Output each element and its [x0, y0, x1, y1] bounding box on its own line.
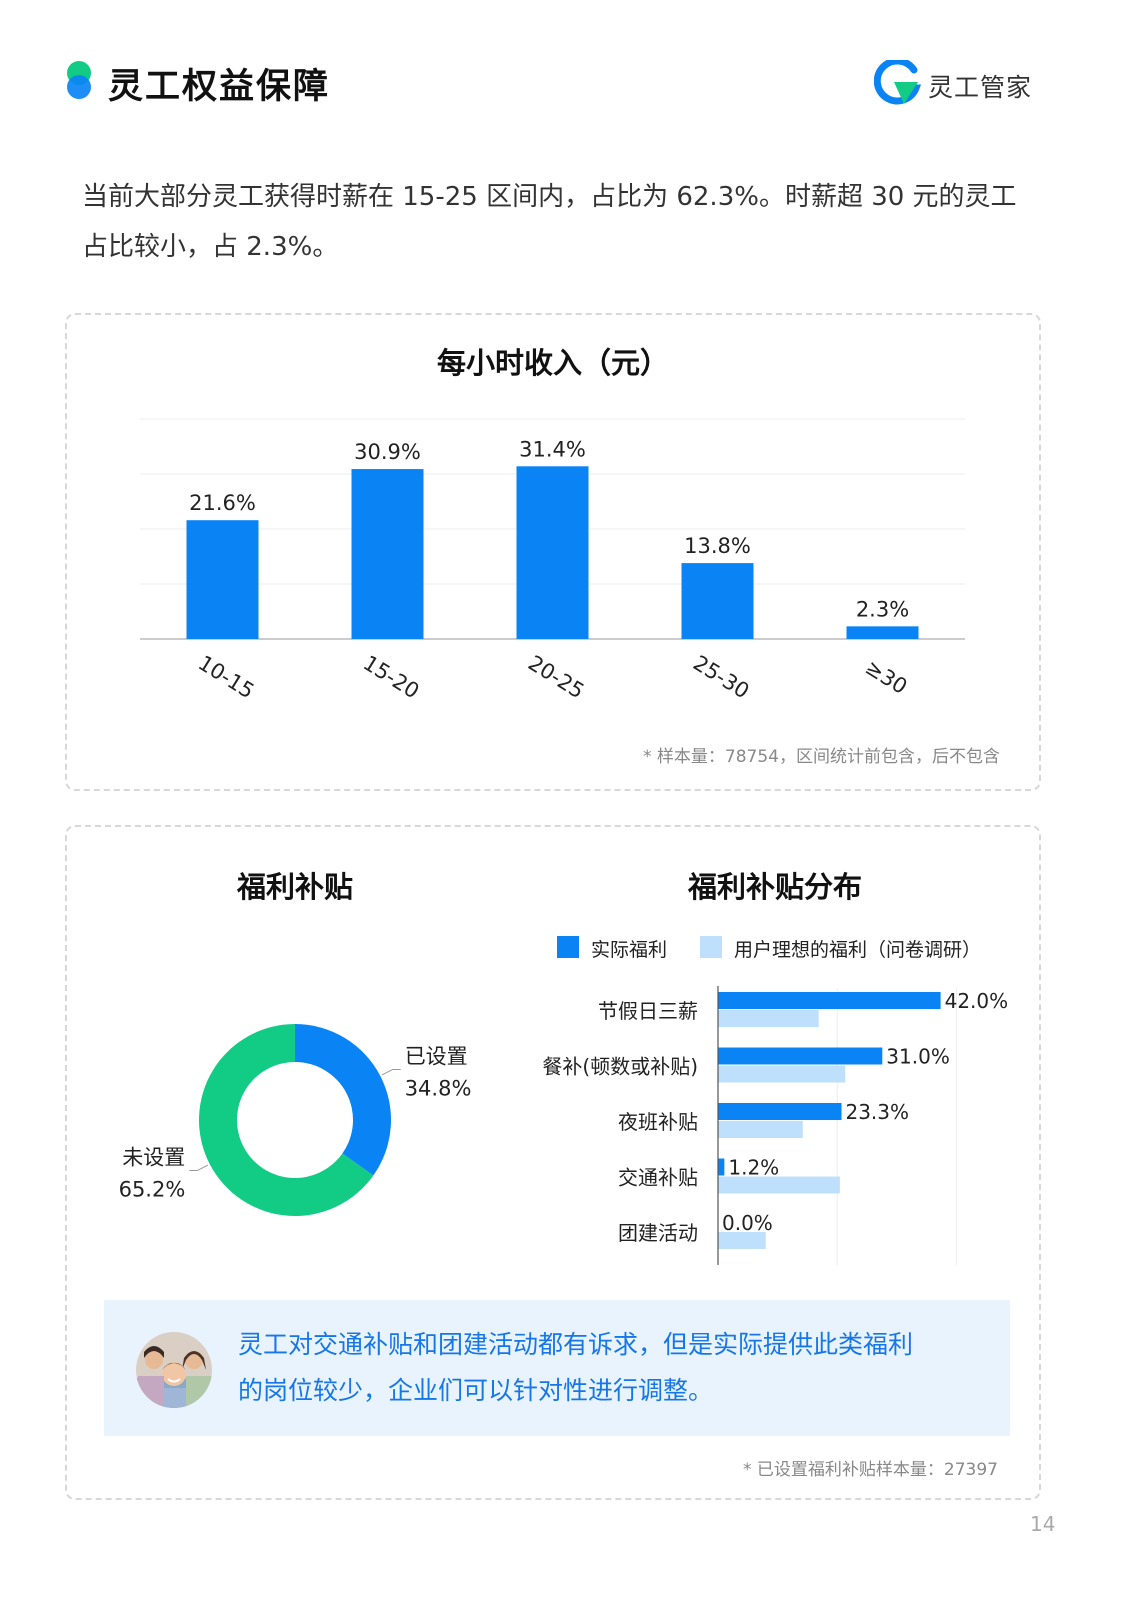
welfare-card	[65, 825, 1041, 1500]
actual-value-label: 42.0%	[945, 989, 1009, 1013]
x-tick-label: 15-20	[359, 651, 423, 704]
bar	[681, 563, 754, 639]
actual-value-label: 31.0%	[886, 1045, 950, 1069]
bar	[351, 469, 424, 639]
donut-slice	[295, 1024, 391, 1176]
x-tick-label: ≥30	[861, 655, 911, 699]
donut-slice-label: 已设置	[405, 1044, 468, 1068]
legend-swatch	[700, 936, 722, 958]
bar	[186, 520, 259, 639]
actual-value-label: 1.2%	[728, 1156, 779, 1180]
bar	[846, 626, 919, 639]
group-photo-avatar	[136, 1332, 212, 1408]
donut-slice-value: 34.8%	[405, 1076, 472, 1100]
welfare-donut-chart: 已设置 34.8% 未设置 65.2%	[119, 1024, 472, 1216]
actual-bar	[718, 992, 941, 1009]
callout-box	[104, 1300, 1010, 1436]
intro-paragraph: 当前大部分灵工获得时薪在 15-25 区间内，占比为 62.3%。时薪超 30 …	[82, 182, 1017, 262]
x-tick-label: 20-25	[524, 651, 588, 704]
category-label: 夜班补贴	[618, 1110, 698, 1134]
welfare-distribution-bar-chart: 实际福利 用户理想的福利（问卷调研） 42.0% 节假日三薪 31.0% 餐补(顿数或补贴…	[542, 936, 1009, 1265]
category-label: 餐补(顿数或补贴)	[542, 1055, 698, 1079]
callout-text-line-1: 灵工对交通补贴和团建活动都有诉求，但是实际提供此类福利	[238, 1330, 914, 1359]
bar	[516, 466, 589, 639]
ideal-bar	[718, 1065, 846, 1083]
ideal-bar	[718, 1232, 766, 1249]
hourly-income-card	[65, 313, 1041, 791]
donut-slice	[199, 1024, 374, 1216]
x-tick-label: 10-15	[194, 651, 258, 704]
category-label: 交通补贴	[618, 1166, 698, 1190]
actual-bar	[718, 1158, 725, 1176]
bar-value-label: 2.3%	[856, 597, 909, 621]
donut-slice-label: 未设置	[122, 1146, 185, 1170]
category-label: 节假日三薪	[598, 999, 698, 1023]
ideal-bar	[718, 1010, 819, 1027]
donut-leader-line	[381, 1068, 401, 1076]
hourly-income-bar-chart: 21.6% 10-15 30.9% 15-20 31.4% 20-25 13.8% 25-30…	[140, 418, 965, 704]
ideal-bar	[718, 1176, 840, 1194]
welfare-sample-note: * 已设置福利补贴样本量：27397	[743, 1460, 998, 1480]
bar-value-label: 30.9%	[354, 440, 421, 464]
donut-leader-line	[189, 1164, 209, 1172]
actual-bar	[718, 1047, 883, 1065]
bar-value-label: 13.8%	[684, 534, 751, 558]
sample-size-note: * 样本量：78754，区间统计前包含，后不包含	[643, 747, 1000, 767]
section-title: 灵工权益保障	[108, 67, 331, 107]
callout-text-line-2: 的岗位较少，企业们可以针对性进行调整。	[238, 1376, 714, 1405]
legend-swatch	[557, 936, 579, 958]
page-number: 14	[1030, 1512, 1056, 1536]
legend-label: 用户理想的福利（问卷调研）	[734, 939, 981, 961]
welfare-distribution-title: 福利补贴分布	[687, 870, 862, 904]
actual-value-label: 0.0%	[722, 1211, 773, 1235]
brand-logo-icon	[874, 60, 922, 105]
legend-label: 实际福利	[591, 939, 667, 961]
actual-value-label: 23.3%	[845, 1100, 909, 1124]
bar-value-label: 21.6%	[189, 491, 256, 515]
donut-slice-value: 65.2%	[119, 1178, 186, 1202]
bar-value-label: 31.4%	[519, 437, 586, 461]
welfare-donut-title: 福利补贴	[236, 870, 353, 904]
brand-name: 灵工管家	[928, 73, 1033, 102]
callout-text: 灵工对交通补贴和团建活动都有诉求，但是实际提供此类福利 的岗位较少，企业们可以针…	[238, 1322, 998, 1414]
category-label: 团建活动	[618, 1221, 698, 1245]
x-tick-label: 25-30	[689, 651, 753, 704]
ideal-bar	[718, 1121, 803, 1138]
section-bullet-icon	[67, 61, 91, 99]
hourly-income-chart-title: 每小时收入（元）	[436, 346, 669, 380]
actual-bar	[718, 1103, 842, 1120]
